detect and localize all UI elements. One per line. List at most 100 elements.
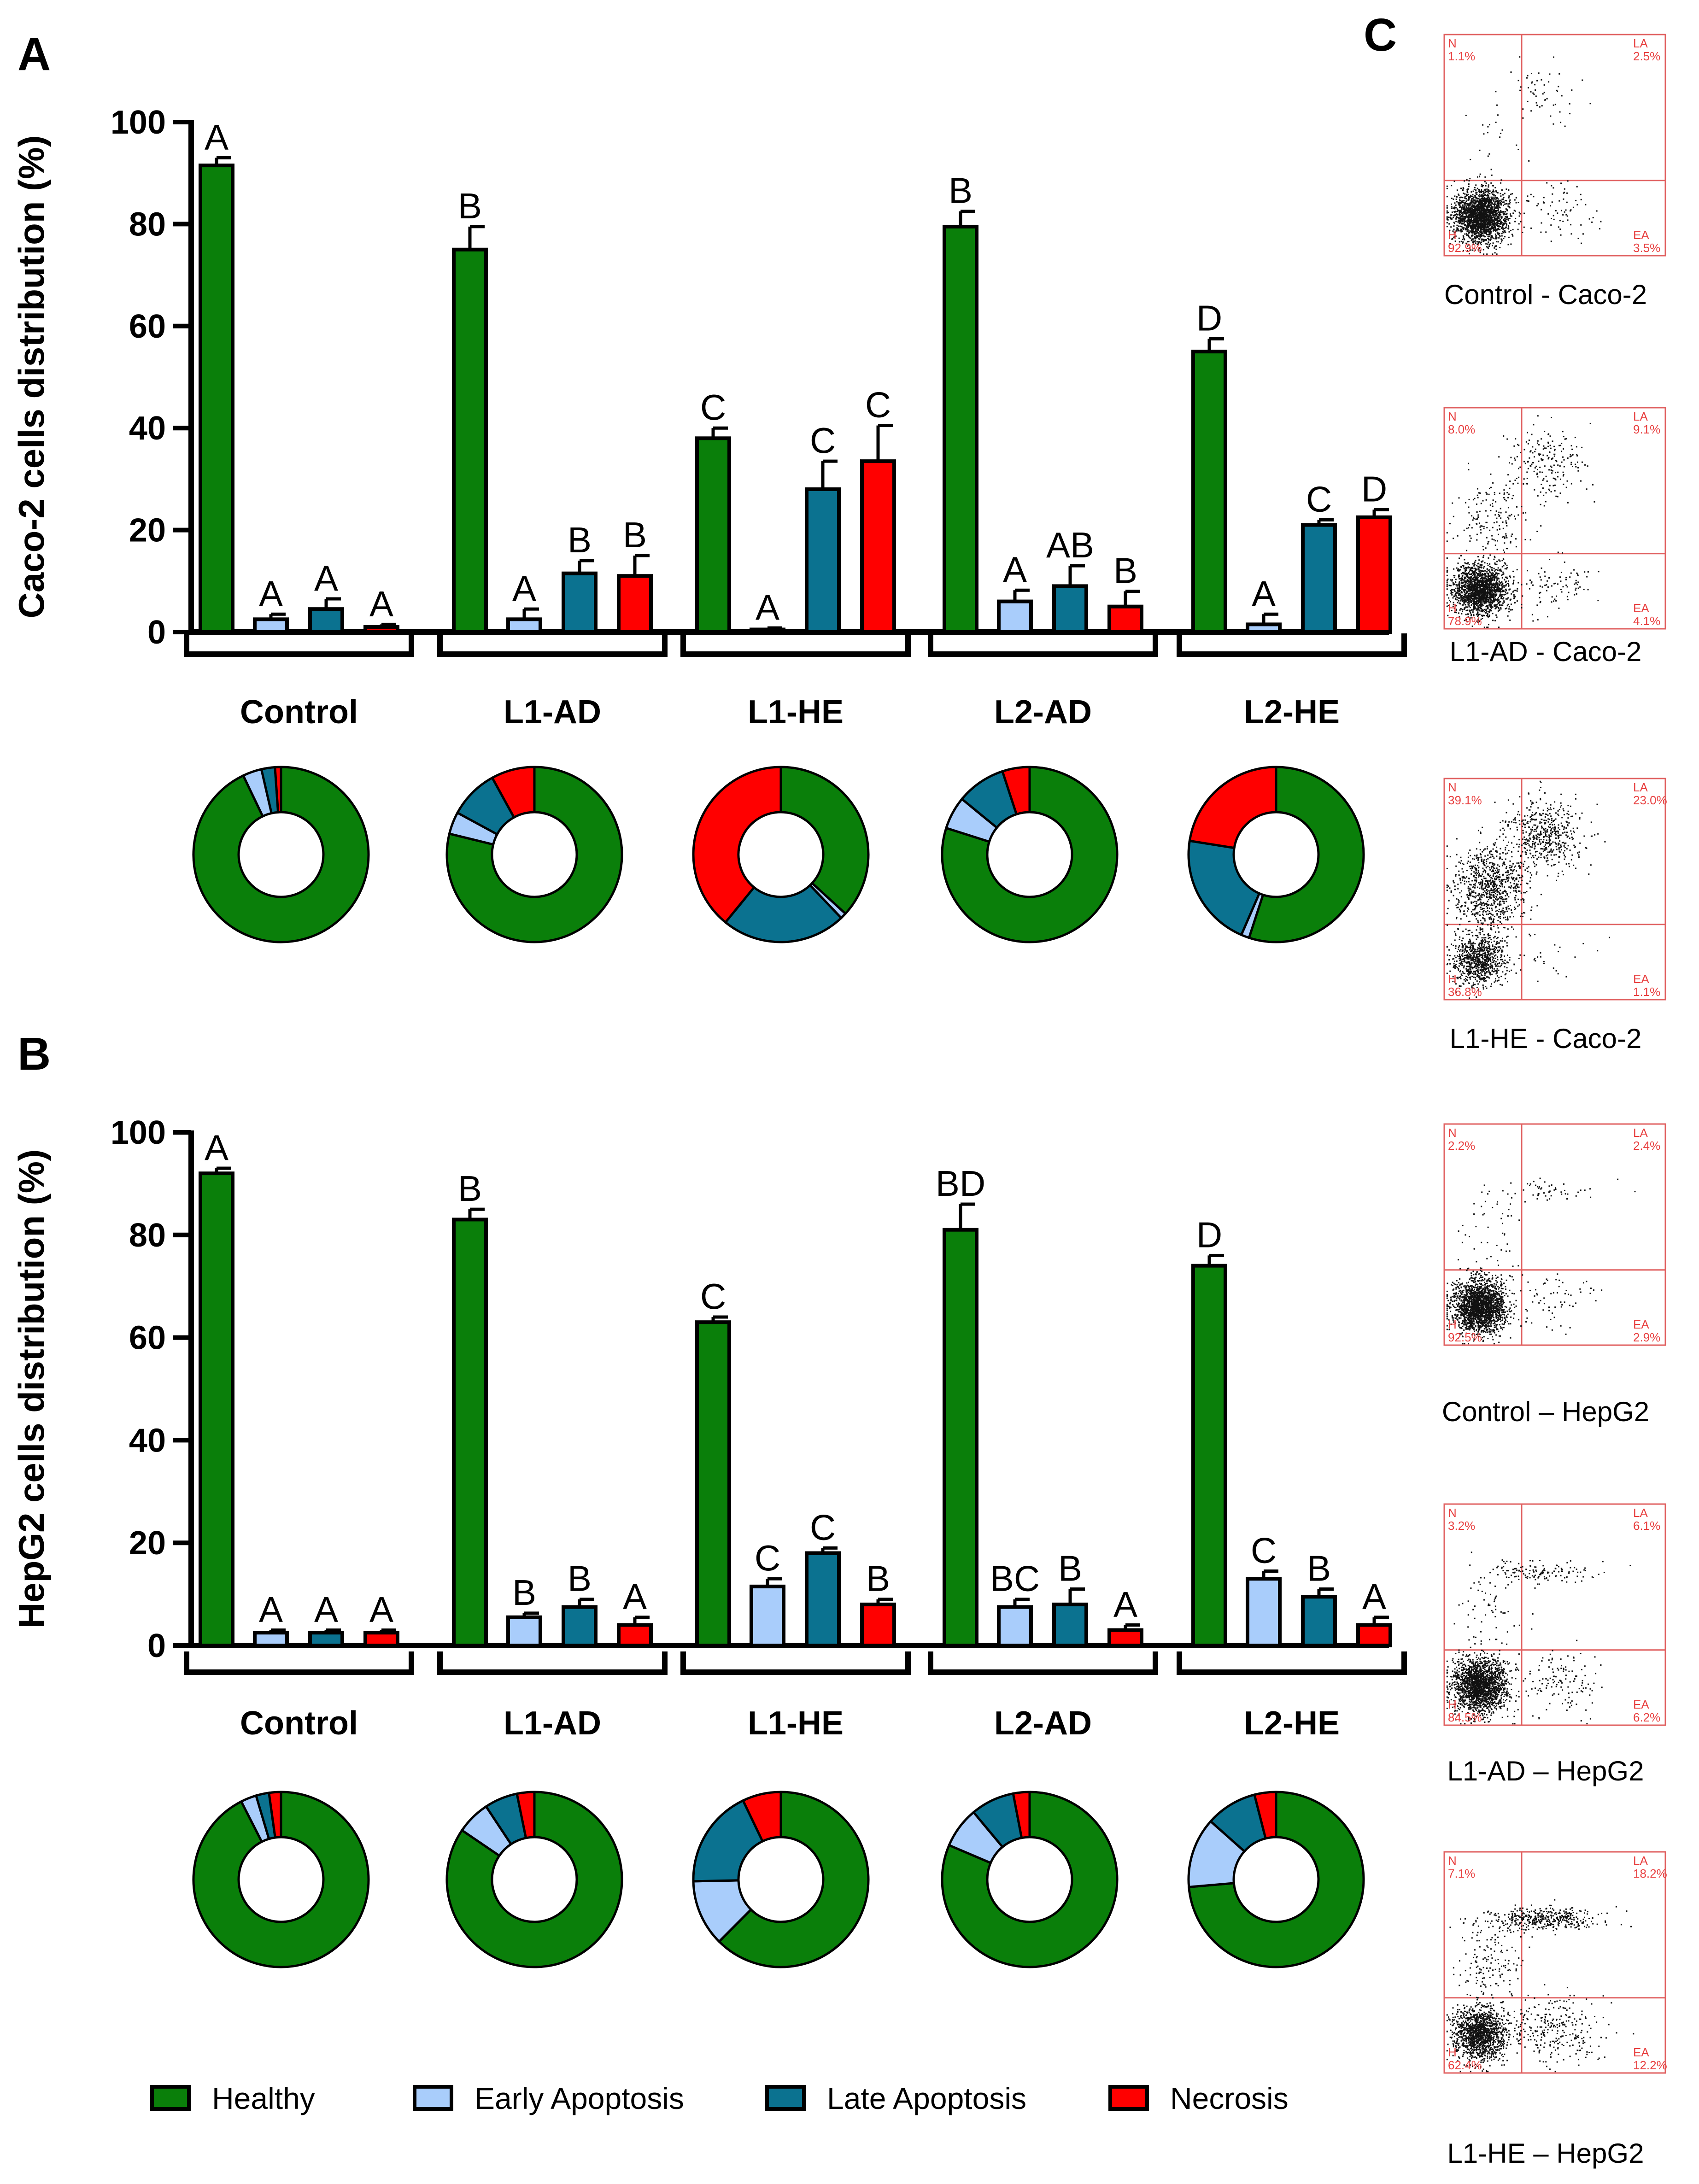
bar-late_apoptosis (308, 607, 344, 634)
significance-letter: C (810, 420, 836, 461)
quadrant-value-n: 7.1% (1448, 1867, 1475, 1880)
significance-letter: D (1196, 1214, 1222, 1255)
significance-letter: A (1003, 549, 1027, 590)
significance-letter: A (369, 1589, 393, 1630)
quadrant-value-h: 78.9% (1448, 614, 1482, 628)
scatter-dots (1446, 780, 1610, 999)
quadrant-value-ea: 4.1% (1633, 614, 1660, 628)
donut-slice-healthy (445, 766, 623, 943)
bar-late_apoptosis (805, 1551, 841, 1647)
quadrant-name-h: H (1448, 228, 1457, 242)
group-bracket (184, 1651, 414, 1675)
bar-early_apoptosis (750, 1584, 785, 1647)
bar-healthy (695, 1320, 731, 1647)
category-label: L2-AD (994, 694, 1092, 731)
donut-slice-necrosis (274, 766, 282, 814)
quadrant-value-n: 1.1% (1448, 49, 1475, 63)
significance-letter: A (205, 1127, 228, 1168)
bar-late_apoptosis (1301, 523, 1337, 634)
significance-letter: A (1252, 573, 1276, 614)
group-bracket (928, 1651, 1158, 1675)
y-tick-label: 100 (111, 104, 166, 141)
bar-early_apoptosis (253, 617, 289, 634)
group-bracket (184, 633, 414, 657)
significance-letter: C (1306, 479, 1332, 519)
quadrant-name-n: N (1448, 780, 1457, 794)
quadrant-value-la: 6.1% (1633, 1519, 1660, 1533)
group-bracket (437, 633, 668, 657)
significance-letter: A (314, 1589, 338, 1630)
quadrant-name-n: N (1448, 1854, 1457, 1868)
quadrant-name-ea: EA (1633, 972, 1649, 986)
flow-plot: N1.1% LA2.5% H92.9% EA3.5% Control - Caco-2 (1443, 34, 1666, 310)
donut-slice-healthy (1248, 766, 1365, 943)
bar-healthy (452, 247, 488, 634)
donut-slice-healthy (941, 766, 1119, 943)
legend-label-early_apoptosis: Early Apoptosis (475, 2081, 684, 2115)
significance-letter: D (1361, 468, 1387, 509)
bar-early_apoptosis (506, 1615, 542, 1647)
flow-plot: N2.2% LA2.4% H92.5% EA2.9% Control – HepG2 (1442, 1123, 1666, 1427)
significance-letter: A (369, 583, 393, 624)
y-tick-label: 0 (147, 614, 166, 651)
y-tick-label: 20 (129, 512, 166, 549)
panel-b-label: B (18, 1028, 51, 1080)
category-label: Control (240, 1705, 358, 1742)
group-bracket (1177, 633, 1407, 657)
y-tick-label: 100 (111, 1114, 166, 1151)
bar-necrosis (860, 459, 896, 634)
chart-a: Caco-2 cells distribution (%) 0 20 40 60 80 10… (11, 104, 1407, 943)
donut-slice-late_apoptosis (1187, 839, 1261, 937)
significance-letter: B (512, 1572, 536, 1613)
quadrant-value-n: 8.0% (1448, 422, 1475, 436)
significance-letter: B (866, 1558, 890, 1599)
significance-letter: AB (1046, 525, 1094, 565)
quadrant-value-ea: 12.2% (1633, 2058, 1667, 2072)
donut-slice-necrosis (692, 766, 782, 924)
legend-swatch-necrosis (1108, 2085, 1149, 2111)
significance-letter: C (1251, 1530, 1277, 1570)
legend-swatch-early_apoptosis (413, 2085, 453, 2111)
quadrant-name-ea: EA (1633, 1698, 1649, 1711)
quadrant-name-h: H (1448, 601, 1457, 615)
significance-letter: A (314, 558, 338, 598)
quadrant-name-h: H (1448, 2045, 1457, 2059)
bar-late_apoptosis (562, 1605, 598, 1647)
bar-necrosis (363, 1631, 399, 1647)
y-tick-label: 40 (129, 410, 166, 447)
quadrant-value-h: 62.4% (1448, 2058, 1482, 2072)
quadrant-value-la: 2.5% (1633, 49, 1660, 63)
legend: Healthy Early Apoptosis Late Apoptosis Necr… (150, 2081, 1289, 2115)
group-bracket (680, 1651, 911, 1675)
bar-late_apoptosis (805, 487, 841, 634)
bar-early_apoptosis (1246, 1577, 1282, 1647)
bar-necrosis (363, 625, 399, 634)
bar-healthy (943, 1228, 978, 1647)
bar-necrosis (1107, 604, 1143, 634)
significance-letter: D (1196, 298, 1222, 338)
panel-a-label: A (18, 29, 51, 80)
quadrant-value-la: 2.4% (1633, 1139, 1660, 1153)
quadrant-name-ea: EA (1633, 2045, 1649, 2059)
category-label: L2-HE (1244, 1705, 1340, 1742)
bar-healthy (1191, 1264, 1227, 1647)
flow-plot-caption: L1-HE – HepG2 (1447, 2138, 1644, 2169)
quadrant-name-la: LA (1633, 780, 1648, 794)
quadrant-value-la: 23.0% (1633, 793, 1667, 807)
bar-necrosis (860, 1602, 896, 1647)
significance-letter: B (458, 186, 482, 226)
bar-necrosis (1356, 1623, 1392, 1647)
scatter-dots (1446, 1552, 1631, 1725)
significance-letter: A (623, 1576, 647, 1617)
quadrant-name-la: LA (1633, 1126, 1648, 1140)
group-bracket (437, 1651, 668, 1675)
legend-swatch-healthy (150, 2085, 191, 2111)
significance-letter: C (755, 1538, 780, 1578)
donut-slice-necrosis (491, 766, 536, 819)
legend-label-healthy: Healthy (212, 2081, 315, 2115)
quadrant-value-ea: 3.5% (1633, 241, 1660, 255)
quadrant-name-la: LA (1633, 36, 1648, 50)
scatter-dots (1446, 415, 1599, 628)
